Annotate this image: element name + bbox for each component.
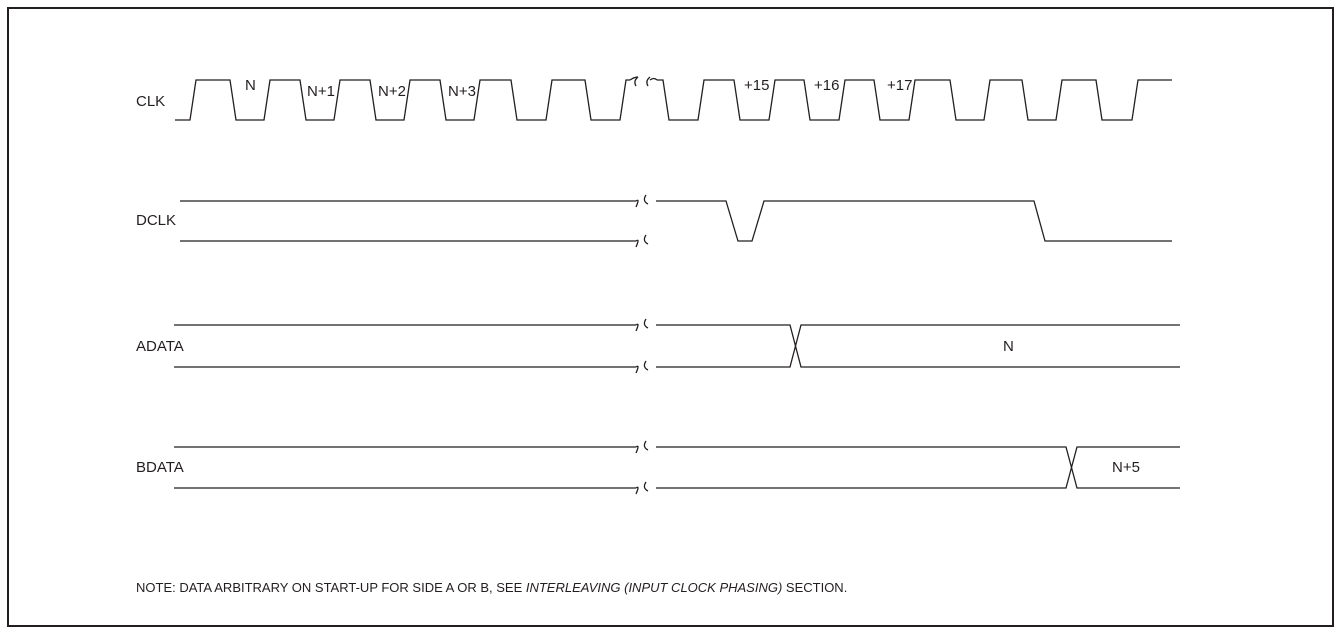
clk-break-mark [629,76,658,87]
clk-cycle-label: +16 [814,77,839,94]
bdata-value-label: N+5 [1112,459,1140,476]
footnote-section-ref: INTERLEAVING (INPUT CLOCK PHASING) [526,580,782,595]
footnote: NOTE: DATA ARBITRARY ON START-UP FOR SID… [136,580,847,595]
clk-waveform [175,79,630,121]
footnote-prefix: NOTE: DATA ARBITRARY ON START-UP FOR SID… [136,580,526,595]
signal-label-clk: CLK [136,93,165,110]
diagram-frame [7,7,1334,627]
bdata-waveform-top [656,446,1180,489]
footnote-suffix: SECTION. [782,580,847,595]
bdata-break-mark [635,440,649,495]
signal-label-bdata: BDATA [136,459,184,476]
clk-cycle-label: +15 [744,77,769,94]
clk-cycle-label: N+2 [378,83,406,100]
adata-waveform-bottom [656,324,1180,368]
clk-cycle-label: N+3 [448,83,476,100]
adata-waveform-top [656,324,1180,368]
signal-label-dclk: DCLK [136,212,176,229]
bdata-waveform-bottom [656,446,1180,489]
dclk-break-mark [635,194,649,248]
clk-cycle-label: +17 [887,77,912,94]
clk-cycle-label: N [245,77,256,94]
clk-cycle-label: N+1 [307,83,335,100]
dclk-waveform [656,200,1172,242]
signal-label-adata: ADATA [136,338,184,355]
clk-waveform-cont [657,79,1172,121]
adata-break-mark [635,318,649,374]
adata-value-label: N [1003,338,1014,355]
